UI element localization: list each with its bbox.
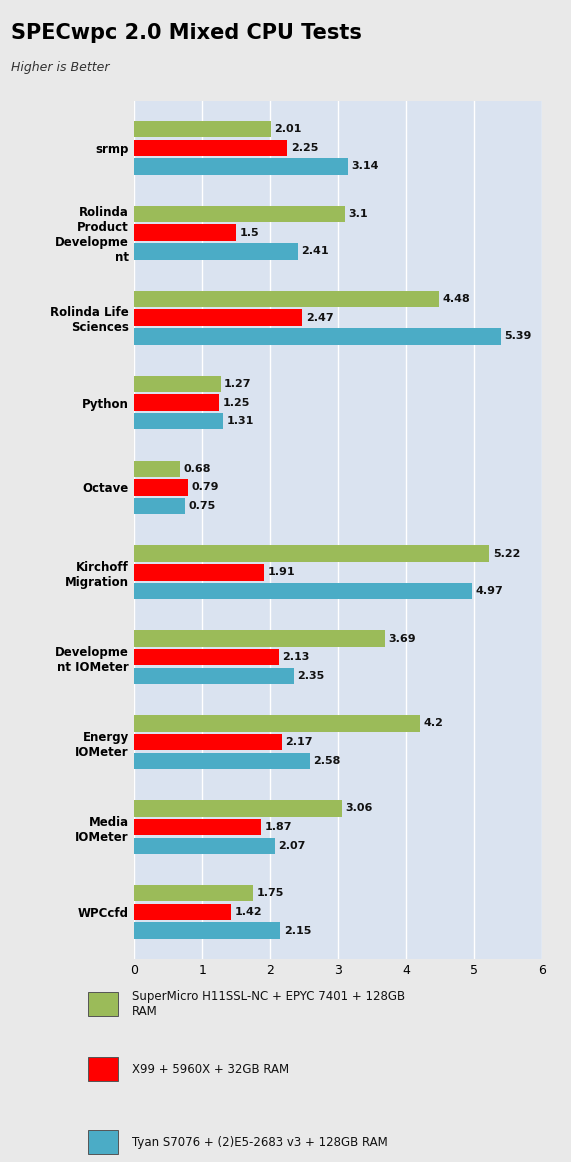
Bar bbox=[134, 734, 282, 751]
Text: 2.41: 2.41 bbox=[301, 246, 329, 257]
Bar bbox=[134, 630, 385, 647]
Bar bbox=[134, 801, 343, 817]
Bar bbox=[134, 545, 489, 562]
Bar bbox=[134, 497, 185, 515]
Bar bbox=[134, 121, 271, 137]
Text: 2.58: 2.58 bbox=[313, 755, 340, 766]
Text: 1.75: 1.75 bbox=[256, 888, 284, 898]
Text: 2.01: 2.01 bbox=[274, 124, 301, 134]
Text: 2.13: 2.13 bbox=[283, 652, 310, 662]
Text: 4.48: 4.48 bbox=[443, 294, 470, 304]
Bar bbox=[134, 564, 264, 581]
Bar bbox=[134, 394, 219, 410]
Bar bbox=[134, 158, 348, 174]
Bar bbox=[134, 479, 188, 496]
Bar bbox=[134, 716, 420, 732]
Text: 5.22: 5.22 bbox=[493, 548, 520, 559]
Text: 1.31: 1.31 bbox=[227, 416, 254, 426]
Bar bbox=[88, 1131, 118, 1154]
Text: 4.97: 4.97 bbox=[476, 586, 504, 596]
Bar bbox=[134, 224, 236, 241]
Text: 4.2: 4.2 bbox=[423, 718, 443, 729]
Text: 0.79: 0.79 bbox=[191, 482, 219, 493]
Text: 1.42: 1.42 bbox=[234, 908, 262, 917]
Text: 3.06: 3.06 bbox=[346, 803, 373, 813]
Text: 1.5: 1.5 bbox=[240, 228, 259, 238]
Text: 2.07: 2.07 bbox=[279, 841, 306, 851]
Text: X99 + 5960X + 32GB RAM: X99 + 5960X + 32GB RAM bbox=[132, 1063, 289, 1076]
Bar bbox=[134, 375, 220, 392]
Text: 0.75: 0.75 bbox=[188, 501, 216, 511]
Bar bbox=[134, 206, 345, 222]
Text: Tyan S7076 + (2)E5-2683 v3 + 128GB RAM: Tyan S7076 + (2)E5-2683 v3 + 128GB RAM bbox=[132, 1135, 388, 1149]
Text: 0.68: 0.68 bbox=[184, 464, 211, 474]
Bar bbox=[134, 885, 254, 902]
Bar bbox=[134, 819, 262, 835]
Text: 3.69: 3.69 bbox=[389, 633, 416, 644]
Text: 2.15: 2.15 bbox=[284, 926, 311, 935]
Text: 3.14: 3.14 bbox=[351, 162, 379, 172]
Text: 1.27: 1.27 bbox=[224, 379, 251, 389]
Bar bbox=[88, 1057, 118, 1081]
Bar bbox=[134, 838, 275, 854]
Bar bbox=[134, 650, 279, 666]
Text: 1.25: 1.25 bbox=[223, 397, 250, 408]
Bar bbox=[134, 290, 439, 307]
Bar bbox=[134, 460, 180, 476]
Bar bbox=[134, 309, 302, 325]
Bar bbox=[134, 923, 280, 939]
Bar bbox=[134, 243, 298, 259]
Bar bbox=[134, 413, 223, 430]
Text: 2.35: 2.35 bbox=[297, 670, 325, 681]
Text: SPECwpc 2.0 Mixed CPU Tests: SPECwpc 2.0 Mixed CPU Tests bbox=[11, 22, 362, 43]
Text: 2.25: 2.25 bbox=[291, 143, 318, 152]
Text: 2.47: 2.47 bbox=[305, 313, 333, 323]
Bar bbox=[134, 753, 309, 769]
Bar bbox=[134, 904, 231, 920]
Text: 5.39: 5.39 bbox=[504, 331, 532, 342]
Bar bbox=[134, 328, 501, 344]
Text: 1.87: 1.87 bbox=[265, 822, 292, 832]
Text: Higher is Better: Higher is Better bbox=[11, 62, 110, 74]
Text: 3.1: 3.1 bbox=[348, 209, 368, 218]
Bar bbox=[134, 583, 472, 600]
Bar bbox=[134, 668, 294, 684]
Text: 2.17: 2.17 bbox=[286, 737, 313, 747]
Text: SuperMicro H11SSL-NC + EPYC 7401 + 128GB
RAM: SuperMicro H11SSL-NC + EPYC 7401 + 128GB… bbox=[132, 990, 405, 1018]
Bar bbox=[88, 992, 118, 1016]
Bar bbox=[134, 139, 287, 156]
Text: 1.91: 1.91 bbox=[268, 567, 295, 578]
